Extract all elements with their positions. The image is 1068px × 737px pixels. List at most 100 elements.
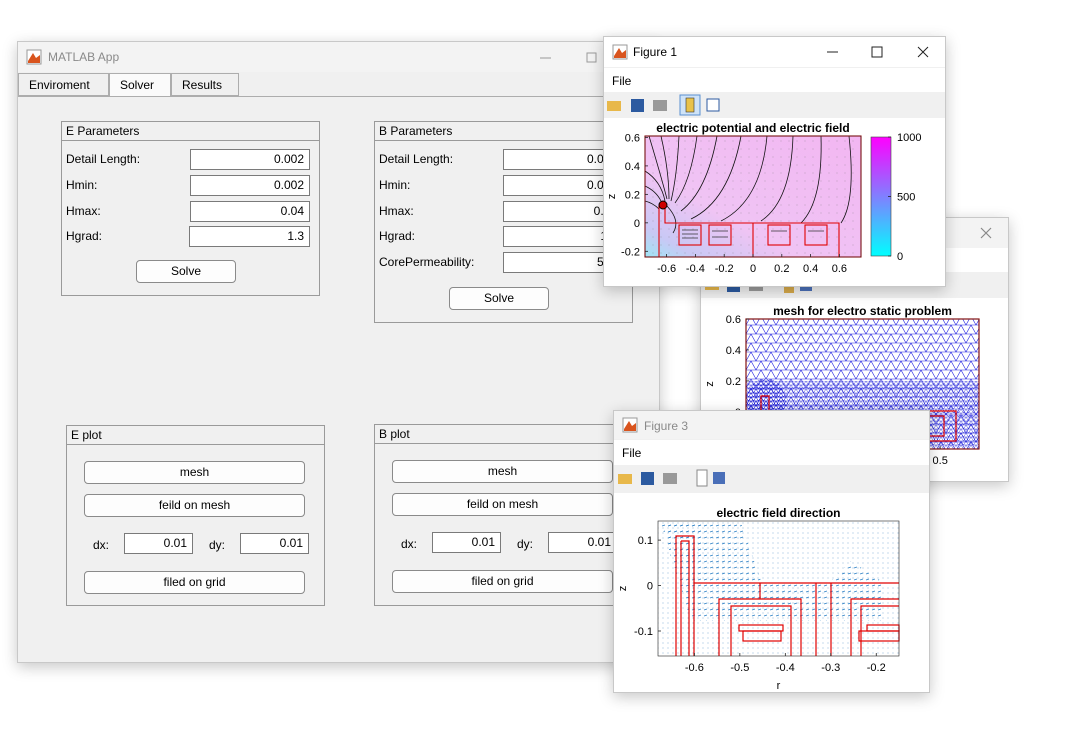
app-window: MATLAB App Enviroment Solver Results E P… bbox=[17, 41, 660, 663]
panel-title: B Parameters bbox=[375, 122, 632, 141]
figure-icon bbox=[612, 44, 628, 60]
x-tick-label: -0.4 bbox=[686, 263, 705, 275]
panel-title: B plot bbox=[375, 425, 632, 444]
figure3-window: Figure 3 File -0.6 -0.5 -0.4 -0.3 -0. bbox=[613, 410, 930, 693]
dx-input[interactable]: 0.01 bbox=[124, 533, 193, 554]
solve-button[interactable]: Solve bbox=[136, 260, 236, 283]
y-tick-label: 0.2 bbox=[726, 376, 741, 388]
toolbar-icons[interactable] bbox=[614, 466, 734, 492]
tab[interactable]: Enviroment bbox=[18, 73, 109, 96]
title-bar: Figure 1 bbox=[604, 37, 945, 67]
window-controls[interactable] bbox=[538, 52, 618, 64]
field-label: Hmin: bbox=[66, 178, 98, 192]
title-bar: Figure 3 bbox=[614, 411, 929, 439]
y-tick-label: -0.2 bbox=[621, 246, 640, 258]
x-tick-label: 0.5 bbox=[933, 455, 948, 467]
y-axis-label: z bbox=[617, 586, 629, 592]
window-title: Figure 3 bbox=[644, 419, 689, 433]
close-button[interactable] bbox=[979, 226, 993, 240]
window-title: MATLAB App bbox=[48, 50, 120, 64]
input[interactable]: 0.04 bbox=[190, 201, 310, 222]
toolbar bbox=[604, 93, 945, 118]
field-label: Hmin: bbox=[379, 178, 411, 192]
y-axis-label: z bbox=[704, 381, 716, 387]
solve-button[interactable]: Solve bbox=[449, 287, 549, 310]
x-tick-label: 0 bbox=[750, 263, 756, 275]
b-plot-panel: B plot mesh feild on mesh dx: 0.01 dy: 0… bbox=[374, 424, 633, 606]
x-axis-label: r bbox=[777, 680, 781, 692]
x-tick-label: -0.6 bbox=[685, 662, 704, 674]
y-tick-label: 0.4 bbox=[726, 345, 741, 357]
y-tick-label: -0.1 bbox=[634, 626, 653, 638]
figure1-window: Figure 1 File bbox=[603, 36, 946, 287]
field-label: Hmax: bbox=[379, 204, 414, 218]
e-plot-panel: E plot mesh feild on mesh dx: 0.01 dy: 0… bbox=[66, 425, 325, 606]
x-tick-label: 0.2 bbox=[774, 263, 789, 275]
app-icon bbox=[26, 49, 42, 65]
field-label: CorePermeability: bbox=[379, 255, 475, 269]
axes-box bbox=[644, 135, 862, 258]
field-label: Detail Length: bbox=[66, 152, 141, 166]
tab-divider bbox=[18, 96, 659, 97]
plot-title: electric potential and electric field bbox=[656, 121, 849, 135]
dx-label: dx: bbox=[401, 537, 418, 551]
plot-title: mesh for electro static problem bbox=[773, 304, 952, 318]
x-tick-label: -0.3 bbox=[821, 662, 840, 674]
dy-input[interactable]: 0.01 bbox=[548, 532, 617, 553]
axes-box bbox=[657, 520, 900, 657]
y-axis-label: z bbox=[606, 194, 618, 200]
e-parameters-panel: E Parameters Detail Length: 0.002 Hmin: … bbox=[61, 121, 320, 296]
window-title: Figure 1 bbox=[633, 45, 678, 59]
input[interactable]: 0.002 bbox=[190, 175, 310, 196]
y-tick-label: 0.4 bbox=[625, 161, 640, 173]
colorbar-tick-label: 1000 bbox=[897, 132, 921, 144]
x-tick-label: -0.5 bbox=[730, 662, 749, 674]
toolbar-icons[interactable] bbox=[604, 93, 734, 118]
colorbar-tick-label: 500 bbox=[897, 192, 915, 204]
menu-bar: File bbox=[614, 440, 929, 465]
dy-label: dy: bbox=[209, 538, 226, 552]
grid-button[interactable]: filed on grid bbox=[392, 570, 613, 593]
dy-label: dy: bbox=[517, 537, 534, 551]
x-tick-label: -0.2 bbox=[867, 662, 886, 674]
y-tick-label: 0.6 bbox=[726, 314, 741, 326]
input[interactable]: 0.002 bbox=[190, 149, 310, 170]
field-mesh-button[interactable]: feild on mesh bbox=[392, 493, 613, 516]
dy-input[interactable]: 0.01 bbox=[240, 533, 309, 554]
figure3-plot: -0.6 -0.5 -0.4 -0.3 -0.2 -0.1 0 0.1 electric fie… bbox=[614, 493, 929, 692]
dx-label: dx: bbox=[93, 538, 110, 552]
menu-bar: File bbox=[604, 68, 945, 92]
colorbar-tick-label: 0 bbox=[897, 251, 903, 263]
panel-title: E plot bbox=[67, 426, 324, 445]
field-mesh-button[interactable]: feild on mesh bbox=[84, 494, 305, 517]
dx-input[interactable]: 0.01 bbox=[432, 532, 501, 553]
grid-button[interactable]: filed on grid bbox=[84, 571, 305, 594]
y-tick-label: 0.2 bbox=[625, 189, 640, 201]
mesh-button[interactable]: mesh bbox=[392, 460, 613, 483]
tab-selected[interactable]: Solver bbox=[109, 73, 171, 96]
x-tick-label: -0.6 bbox=[657, 263, 676, 275]
y-tick-label: 0 bbox=[634, 218, 640, 230]
plot-title: electric field direction bbox=[716, 506, 840, 520]
x-tick-label: -0.2 bbox=[715, 263, 734, 275]
input[interactable]: 0.04 bbox=[503, 201, 623, 222]
x-tick-label: 0.4 bbox=[803, 263, 818, 275]
mesh-button[interactable]: mesh bbox=[84, 461, 305, 484]
panel-title: E Parameters bbox=[62, 122, 319, 141]
y-tick-label: 0 bbox=[647, 581, 653, 593]
figure1-plot: -0.6 -0.4 -0.2 0 0.2 0.4 0.6 -0.2 0 0.2 0.4 0.6 elec… bbox=[604, 118, 945, 286]
x-tick-label: -0.4 bbox=[776, 662, 795, 674]
toolbar bbox=[614, 466, 929, 492]
window-controls[interactable] bbox=[824, 44, 936, 60]
tab[interactable]: Results bbox=[171, 73, 239, 96]
menu-item[interactable]: File bbox=[622, 446, 642, 460]
b-parameters-panel: B Parameters Detail Length: 0.002 Hmin: … bbox=[374, 121, 633, 323]
input[interactable]: 1.3 bbox=[189, 226, 310, 247]
x-tick-label: 0.6 bbox=[832, 263, 847, 275]
y-tick-label: 0.6 bbox=[625, 132, 640, 144]
field-label: Hmax: bbox=[66, 204, 101, 218]
field-label: Hgrad: bbox=[66, 229, 103, 243]
field-label: Hgrad: bbox=[379, 229, 416, 243]
menu-item[interactable]: File bbox=[612, 74, 632, 88]
